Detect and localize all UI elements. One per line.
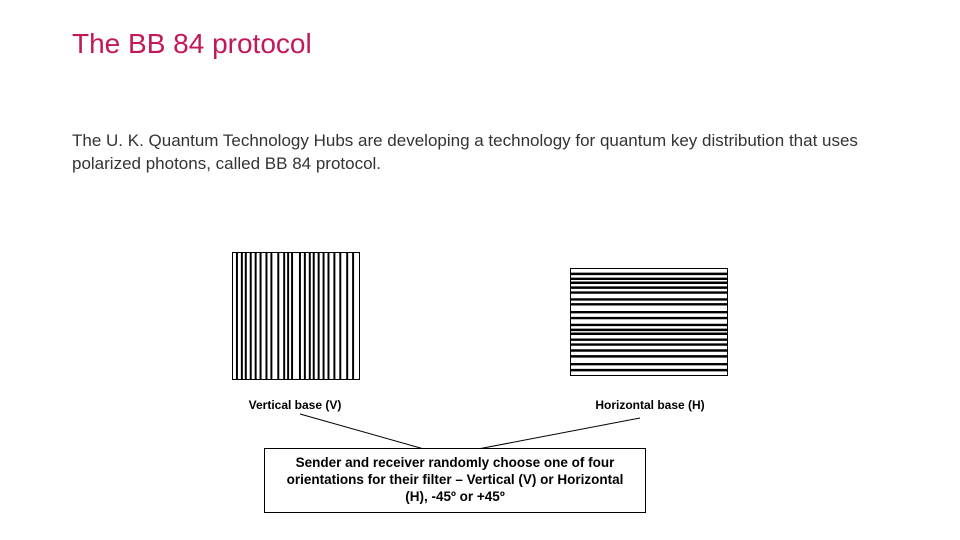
horizontal-filter-label: Horizontal base (H)	[580, 398, 720, 412]
intro-paragraph: The U. K. Quantum Technology Hubs are de…	[72, 130, 892, 176]
horizontal-stripes-icon	[571, 269, 727, 375]
page-title: The BB 84 protocol	[72, 28, 312, 60]
vertical-filter-label: Vertical base (V)	[210, 398, 380, 412]
vertical-filter-box	[232, 252, 360, 380]
vertical-stripes-icon	[233, 253, 359, 379]
callout-box: Sender and receiver randomly choose one …	[264, 448, 646, 513]
horizontal-filter-box	[570, 268, 728, 376]
